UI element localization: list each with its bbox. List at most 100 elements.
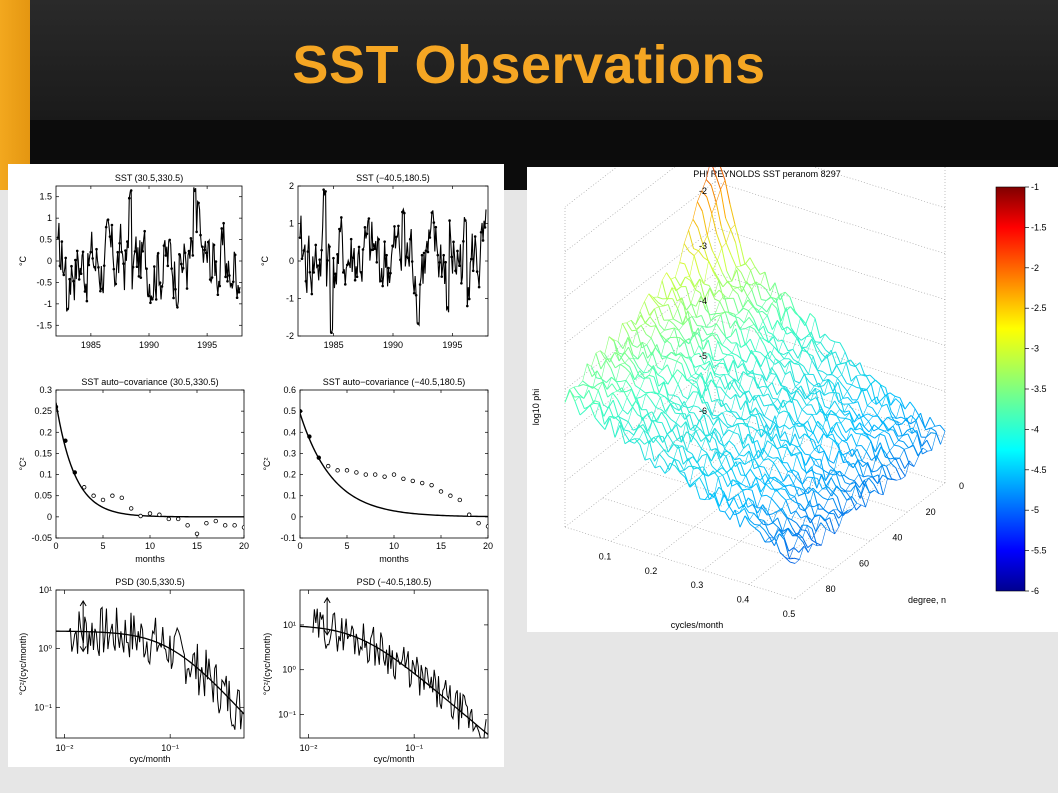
surface-mesh-line bbox=[762, 385, 768, 388]
surface-mesh-line bbox=[799, 374, 805, 384]
sst-point bbox=[479, 230, 483, 234]
surface-mesh-line bbox=[890, 396, 896, 406]
surface-mesh-line bbox=[638, 372, 644, 377]
sst-point bbox=[237, 290, 241, 294]
surface-mesh-line bbox=[789, 425, 795, 430]
surface-mesh-line bbox=[694, 482, 701, 500]
sst-point bbox=[381, 284, 384, 288]
surface-mesh-line bbox=[700, 436, 707, 442]
surface-mesh-line bbox=[712, 269, 719, 279]
surface-mesh-line bbox=[847, 508, 853, 514]
surface-mesh-line bbox=[617, 390, 622, 393]
surface-mesh-line bbox=[749, 395, 755, 415]
surface-mesh-line bbox=[837, 509, 843, 514]
surface-mesh-line bbox=[926, 439, 933, 451]
surface-mesh-line bbox=[686, 375, 692, 381]
surface-mesh-line bbox=[632, 406, 639, 415]
surface-mesh-line bbox=[783, 351, 789, 356]
surface-mesh-line bbox=[604, 336, 610, 355]
x-tick-label: 20 bbox=[239, 541, 249, 551]
surface-mesh-line bbox=[735, 266, 742, 273]
surface-mesh-line bbox=[813, 440, 820, 454]
surface-mesh-line bbox=[805, 393, 810, 400]
x-tick-label: 10⁻¹ bbox=[161, 743, 179, 753]
sst-point bbox=[369, 248, 373, 252]
sst-point bbox=[91, 257, 94, 260]
surface-mesh-line bbox=[727, 479, 734, 488]
surface-mesh-line bbox=[884, 435, 891, 451]
surface-mesh-line bbox=[761, 375, 768, 389]
surface-mesh-line bbox=[823, 379, 829, 396]
surface-mesh-line bbox=[795, 445, 801, 448]
sst-point bbox=[129, 189, 133, 192]
surface-mesh-line bbox=[698, 466, 704, 469]
surface-mesh-line bbox=[591, 370, 598, 377]
surface-mesh-line bbox=[820, 333, 826, 343]
surface-mesh-line bbox=[810, 388, 816, 401]
surface-mesh-line bbox=[741, 286, 748, 297]
surface-mesh-line bbox=[876, 446, 882, 456]
sst-point bbox=[442, 253, 445, 257]
surface-mesh-line bbox=[805, 515, 811, 524]
surface-mesh-line bbox=[770, 424, 777, 435]
surface-mesh-line bbox=[753, 449, 759, 459]
autocov-point bbox=[63, 438, 68, 443]
surface-mesh-line bbox=[894, 395, 901, 399]
surface-mesh-line bbox=[729, 320, 736, 329]
surface-mesh-line bbox=[661, 422, 668, 435]
surface-mesh-line bbox=[643, 363, 649, 373]
surface-mesh-line bbox=[659, 449, 665, 455]
surface-mesh-line bbox=[768, 522, 773, 526]
surface-mesh-line bbox=[793, 425, 800, 439]
surface-mesh-line bbox=[719, 295, 725, 302]
surface-mesh-line bbox=[696, 314, 702, 318]
surface-mesh-line bbox=[710, 316, 717, 322]
surface-mesh-line bbox=[683, 243, 690, 252]
surface-mesh-line bbox=[746, 295, 753, 305]
surface-mesh-line bbox=[825, 528, 831, 532]
surface-mesh-line bbox=[783, 410, 789, 414]
surface-mesh-line bbox=[697, 324, 703, 327]
surface-mesh-line bbox=[748, 375, 754, 378]
surface-mesh-line bbox=[730, 393, 736, 400]
y-tick-label: -0.5 bbox=[36, 277, 52, 287]
surface-mesh-line bbox=[734, 461, 741, 468]
sst-point bbox=[72, 279, 75, 283]
surface-mesh-line bbox=[831, 485, 838, 497]
surface-mesh-line bbox=[613, 416, 619, 419]
surface-mesh-line bbox=[795, 503, 801, 512]
surface-mesh-line bbox=[778, 470, 784, 482]
surface-mesh-line bbox=[783, 471, 789, 482]
surface-mesh-line bbox=[760, 483, 767, 493]
sst-point bbox=[143, 229, 146, 233]
surface-mesh-line bbox=[685, 357, 691, 360]
surface-mesh-line bbox=[646, 351, 653, 359]
surface-mesh-line bbox=[860, 433, 867, 437]
surface-mesh-line bbox=[780, 485, 785, 489]
surface-mesh-line bbox=[720, 179, 726, 190]
surface-mesh-line bbox=[779, 480, 784, 484]
surface-mesh-line bbox=[839, 471, 846, 483]
surface-mesh-line bbox=[646, 409, 652, 422]
surface-mesh-line bbox=[886, 463, 892, 467]
n-axis-label: degree, n bbox=[908, 595, 946, 605]
surface-mesh-line bbox=[750, 270, 757, 285]
surface-mesh-line bbox=[743, 508, 750, 521]
surface-mesh-line bbox=[643, 429, 649, 435]
surface-mesh-line bbox=[668, 394, 674, 403]
surface-mesh-line bbox=[688, 405, 694, 413]
surface-mesh-line bbox=[758, 406, 765, 417]
surface-mesh-line bbox=[793, 536, 799, 548]
surface-mesh-line bbox=[667, 434, 674, 443]
surface-mesh-line bbox=[691, 435, 697, 442]
sst-point bbox=[58, 264, 62, 268]
surface-mesh-line bbox=[806, 525, 812, 541]
surface-mesh-line bbox=[821, 354, 828, 363]
sst-point bbox=[420, 253, 424, 257]
surface-mesh-line bbox=[779, 424, 785, 439]
surface-mesh-line bbox=[850, 375, 857, 382]
surface-mesh-line bbox=[830, 530, 835, 535]
surface-mesh-line bbox=[569, 389, 576, 402]
y-tick-label: 2 bbox=[289, 181, 294, 191]
autocov-point bbox=[175, 516, 181, 522]
